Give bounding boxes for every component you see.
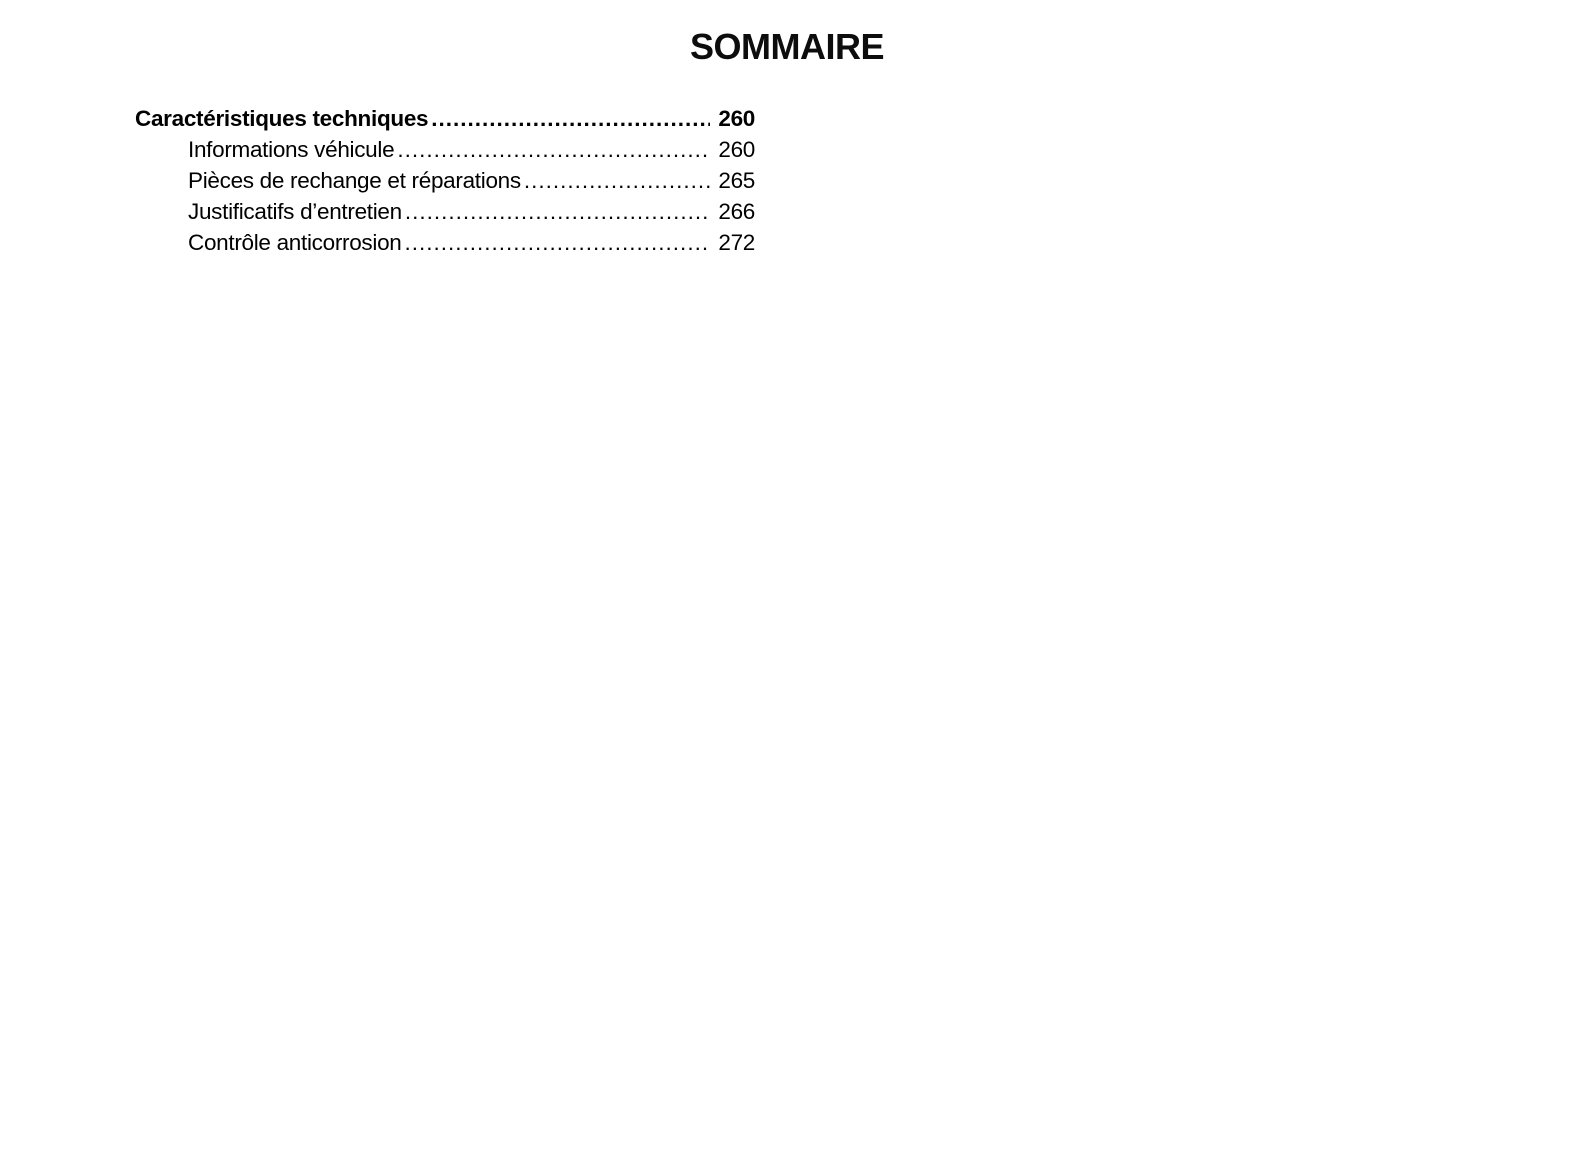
toc-entry-label: Informations véhicule [188,137,395,162]
toc-entry-controle-anticorrosion[interactable]: Contrôle anticorrosion .................… [135,227,755,258]
dot-leader: ........................................… [523,168,710,193]
toc-entry-informations-vehicule[interactable]: Informations véhicule ..................… [135,134,755,165]
toc-entry-label: Contrôle anticorrosion [188,230,402,255]
dot-leader: ........................................… [404,199,710,224]
toc-entry-pieces-de-rechange[interactable]: Pièces de rechange et réparations ......… [135,165,755,196]
toc-entry-page-number: 265 [718,168,755,193]
toc-entry-page-number: 260 [718,106,755,131]
dot-leader: ........................................… [404,230,710,255]
toc-entry-caracteristiques-techniques[interactable]: Caractéristiques techniques ............… [135,103,755,134]
toc-entry-label: Pièces de rechange et réparations [188,168,521,193]
dot-leader: ........................................… [431,106,710,131]
toc-entry-page-number: 260 [718,137,755,162]
toc-entry-page-number: 272 [718,230,755,255]
toc-entry-label: Justificatifs d’entretien [188,199,402,224]
toc-entry-page-number: 266 [718,199,755,224]
toc-entry-justificatifs-entretien[interactable]: Justificatifs d’entretien ..............… [135,196,755,227]
page-title: SOMMAIRE [690,26,885,67]
toc-entry-label: Caractéristiques techniques [135,106,429,131]
table-of-contents: Caractéristiques techniques ............… [135,103,755,258]
dot-leader: ........................................… [397,137,710,162]
